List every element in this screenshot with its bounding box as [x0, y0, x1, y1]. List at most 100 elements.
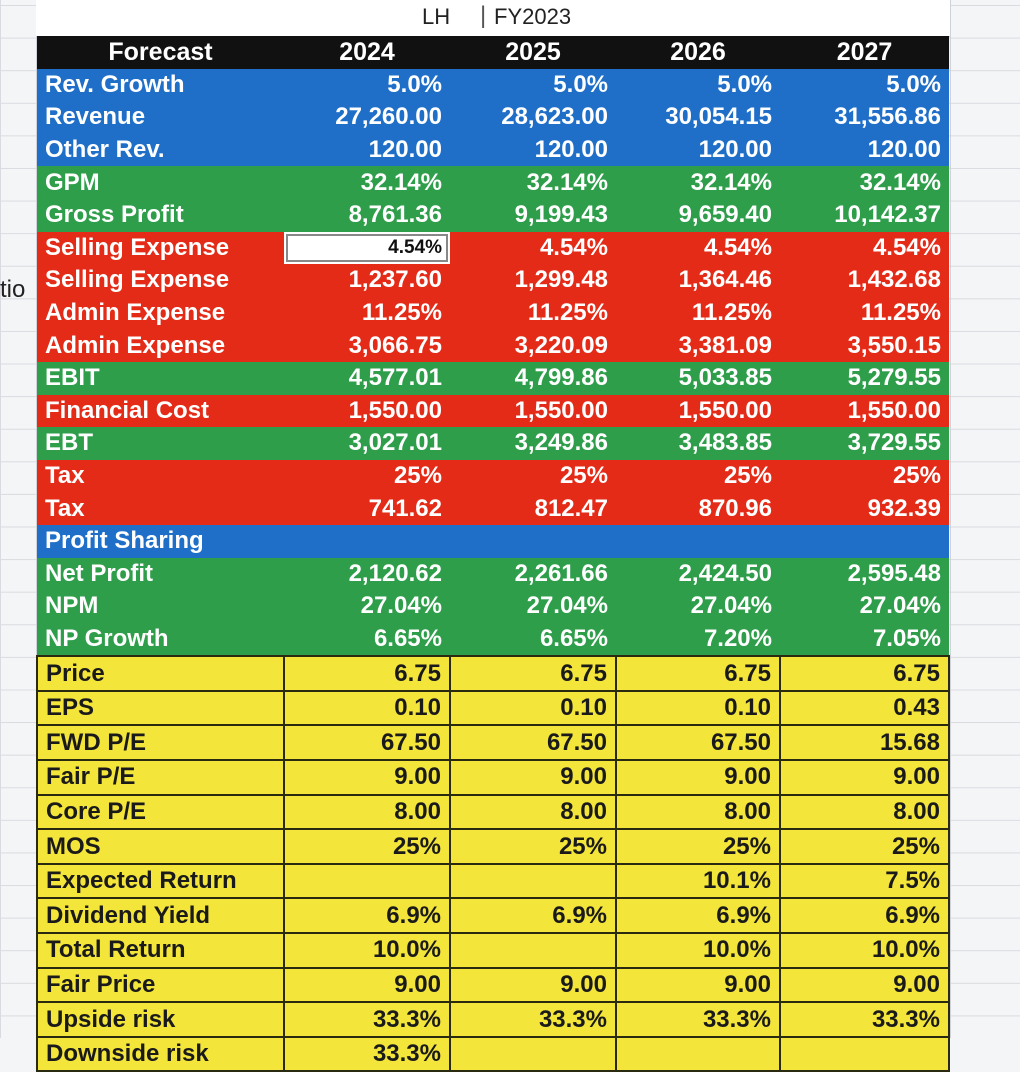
- value-cell[interactable]: 120.00: [450, 133, 616, 167]
- row-label-cell[interactable]: Net Profit: [37, 557, 284, 591]
- row-label-cell[interactable]: Admin Expense: [37, 329, 284, 362]
- value-cell[interactable]: 4,577.01: [284, 361, 450, 395]
- header-cell[interactable]: 2027: [780, 36, 949, 69]
- value-cell[interactable]: 3,550.15: [780, 329, 949, 362]
- row-label-cell[interactable]: Tax: [37, 492, 284, 525]
- value-cell[interactable]: 1,432.68: [780, 264, 949, 297]
- row-label-cell[interactable]: Tax: [37, 459, 284, 493]
- value-cell[interactable]: 27.04%: [616, 590, 780, 623]
- value-cell[interactable]: 7.05%: [780, 622, 949, 657]
- row-label-cell[interactable]: Other Rev.: [37, 133, 284, 167]
- value-cell[interactable]: [450, 524, 616, 558]
- value-cell[interactable]: 67.50: [283, 724, 451, 762]
- value-cell[interactable]: 8,761.36: [284, 198, 450, 232]
- value-cell[interactable]: 32.14%: [616, 166, 780, 199]
- value-cell[interactable]: 9.00: [615, 759, 781, 796]
- value-cell[interactable]: 27.04%: [780, 590, 949, 623]
- value-cell[interactable]: 6.75: [283, 655, 451, 692]
- value-cell[interactable]: 25%: [615, 828, 781, 865]
- row-label-cell[interactable]: GPM: [37, 166, 284, 199]
- row-label-cell[interactable]: NPM: [37, 590, 284, 623]
- value-cell[interactable]: 15.68: [779, 724, 950, 762]
- value-cell[interactable]: 7.5%: [779, 862, 950, 900]
- row-label-cell[interactable]: Total Return: [36, 932, 285, 969]
- value-cell[interactable]: 5.0%: [284, 68, 450, 102]
- value-cell[interactable]: 3,027.01: [284, 427, 450, 460]
- header-cell[interactable]: 2025: [450, 36, 616, 69]
- row-label-cell[interactable]: Selling Expense: [37, 264, 284, 297]
- value-cell[interactable]: 4.54%: [450, 231, 616, 265]
- value-cell[interactable]: 25%: [284, 459, 450, 493]
- value-cell[interactable]: 3,220.09: [450, 329, 616, 362]
- value-cell[interactable]: 3,381.09: [616, 329, 780, 362]
- row-label-cell[interactable]: Admin Expense: [37, 296, 284, 330]
- value-cell[interactable]: 8.00: [283, 793, 451, 831]
- value-cell[interactable]: 1,237.60: [284, 264, 450, 297]
- value-cell[interactable]: 0.43: [779, 689, 950, 727]
- value-cell[interactable]: 10.0%: [779, 932, 950, 969]
- header-cell[interactable]: Forecast: [37, 36, 284, 69]
- row-label-cell[interactable]: Upside risk: [36, 1001, 285, 1038]
- value-cell[interactable]: 1,550.00: [780, 394, 949, 428]
- value-cell[interactable]: 32.14%: [780, 166, 949, 199]
- value-cell[interactable]: 6.75: [449, 655, 617, 692]
- value-cell[interactable]: 33.3%: [779, 1001, 950, 1038]
- value-cell[interactable]: 2,595.48: [780, 557, 949, 591]
- row-label-cell[interactable]: Profit Sharing: [37, 524, 284, 558]
- value-cell[interactable]: 1,550.00: [284, 394, 450, 428]
- value-cell[interactable]: 33.3%: [283, 1035, 451, 1072]
- value-cell[interactable]: 11.25%: [780, 296, 949, 330]
- value-cell[interactable]: 33.3%: [283, 1001, 451, 1038]
- value-cell[interactable]: 25%: [780, 459, 949, 493]
- row-label-cell[interactable]: Fair Price: [36, 966, 285, 1004]
- value-cell[interactable]: 67.50: [449, 724, 617, 762]
- value-cell[interactable]: 870.96: [616, 492, 780, 525]
- value-cell[interactable]: 33.3%: [615, 1001, 781, 1038]
- value-cell[interactable]: 6.9%: [283, 897, 451, 935]
- value-cell[interactable]: [449, 932, 617, 969]
- value-cell[interactable]: 25%: [616, 459, 780, 493]
- value-cell[interactable]: 2,261.66: [450, 557, 616, 591]
- row-label-cell[interactable]: Price: [36, 655, 285, 692]
- value-cell[interactable]: [449, 862, 617, 900]
- value-cell[interactable]: 3,483.85: [616, 427, 780, 460]
- value-cell[interactable]: 1,299.48: [450, 264, 616, 297]
- value-cell[interactable]: 32.14%: [284, 166, 450, 199]
- value-cell[interactable]: 5,033.85: [616, 361, 780, 395]
- value-cell[interactable]: 9,199.43: [450, 198, 616, 232]
- row-label-cell[interactable]: Core P/E: [36, 793, 285, 831]
- value-cell[interactable]: [780, 524, 949, 558]
- row-label-cell[interactable]: EPS: [36, 689, 285, 727]
- row-label-cell[interactable]: FWD P/E: [36, 724, 285, 762]
- value-cell[interactable]: 9.00: [779, 759, 950, 796]
- value-cell[interactable]: 8.00: [615, 793, 781, 831]
- value-cell[interactable]: 25%: [450, 459, 616, 493]
- value-cell[interactable]: 6.9%: [615, 897, 781, 935]
- value-cell[interactable]: 6.9%: [449, 897, 617, 935]
- value-cell[interactable]: 932.39: [780, 492, 949, 525]
- value-cell[interactable]: 10,142.37: [780, 198, 949, 232]
- value-cell[interactable]: 27.04%: [450, 590, 616, 623]
- value-cell[interactable]: 8.00: [449, 793, 617, 831]
- value-cell[interactable]: 27,260.00: [284, 101, 450, 134]
- value-cell[interactable]: 25%: [283, 828, 451, 865]
- row-label-cell[interactable]: Dividend Yield: [36, 897, 285, 935]
- value-cell[interactable]: [284, 524, 450, 558]
- value-cell[interactable]: 6.75: [615, 655, 781, 692]
- value-cell[interactable]: 3,249.86: [450, 427, 616, 460]
- value-cell[interactable]: 11.25%: [616, 296, 780, 330]
- value-cell[interactable]: 30,054.15: [616, 101, 780, 134]
- value-cell[interactable]: 1,550.00: [450, 394, 616, 428]
- row-label-cell[interactable]: Rev. Growth: [37, 68, 284, 102]
- value-cell[interactable]: 5.0%: [450, 68, 616, 102]
- value-cell[interactable]: 9.00: [283, 966, 451, 1004]
- value-cell[interactable]: [283, 862, 451, 900]
- value-cell[interactable]: 5.0%: [780, 68, 949, 102]
- value-cell[interactable]: 27.04%: [284, 590, 450, 623]
- value-cell[interactable]: 5,279.55: [780, 361, 949, 395]
- row-label-cell[interactable]: Expected Return: [36, 862, 285, 900]
- row-label-cell[interactable]: Selling Expense: [37, 231, 284, 265]
- value-cell[interactable]: 3,729.55: [780, 427, 949, 460]
- value-cell[interactable]: 11.25%: [284, 296, 450, 330]
- value-cell[interactable]: 4.54%: [780, 231, 949, 265]
